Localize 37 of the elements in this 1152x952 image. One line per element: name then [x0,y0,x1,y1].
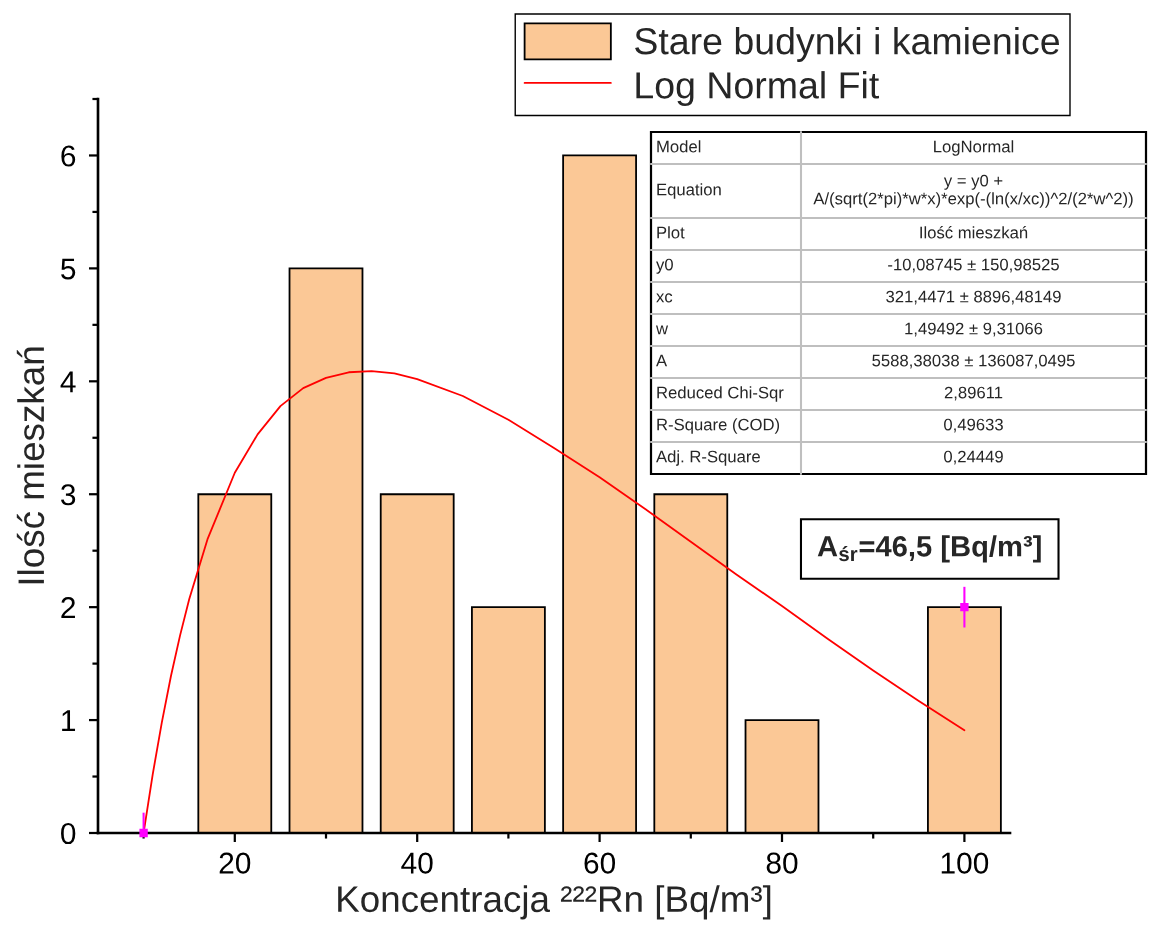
y-tick-label: 5 [61,258,76,280]
legend-label: Log Normal Fit [636,71,879,107]
annotation: 5588,38038 ± 136087,0495 [872,354,1075,369]
annotation: Ilość mieszkań [920,226,1028,239]
annotation: R-Square (COD) [657,418,780,434]
x-tick-label: 40 [401,852,433,874]
annotation: Model [657,140,701,153]
y-tick-label: 0 [61,822,76,845]
annotation: y0 [656,258,673,274]
x-tick-label: 20 [219,852,251,874]
annotation: 2,89611 [944,386,1003,401]
annotation: Reduced Chi-Sqr [657,386,784,402]
x-tick-label: 60 [584,852,616,874]
annotation: 1,49492 ± 9,31066 [905,322,1043,337]
annotation: Plot [657,226,685,239]
annotation: 0,24449 [944,450,1003,465]
annotation: -10,08745 ± 150,98525 [888,258,1059,273]
annotation: LogNormal [934,140,1014,156]
y-axis-title: Ilość mieszkań [16,347,45,584]
y-tick-label: 3 [61,484,76,506]
annotation: Equation [657,183,721,199]
x-tick-label: 80 [766,852,798,874]
annotation: y = y0 + A/(sqrt(2*pi)*w*x)*exp(-(ln(x/xc))^2/(2*w^2)) [813,174,1133,208]
annotation: w [655,325,669,335]
y-tick-label: 1 [62,710,76,731]
legend-label: Stare budynki i kamienice [635,26,1059,62]
y-tick-label: 6 [61,145,76,167]
annotation: A$_{śr}$=46,5 [Bq/m³] [817,535,1041,563]
y-tick-label: 2 [61,597,75,618]
annotation: xc [656,293,673,303]
annotation: 321,4471 ± 8896,48149 [886,290,1061,305]
annotation: 0,49633 [944,418,1003,433]
x-tick-label: 100 [941,852,989,874]
y-tick-label: 4 [60,371,76,393]
annotation: Adj. R-Square [656,450,760,466]
annotation: A [656,354,668,367]
x-axis-title: Koncentracja ²²²Rn [Bq/m³] [338,885,771,920]
